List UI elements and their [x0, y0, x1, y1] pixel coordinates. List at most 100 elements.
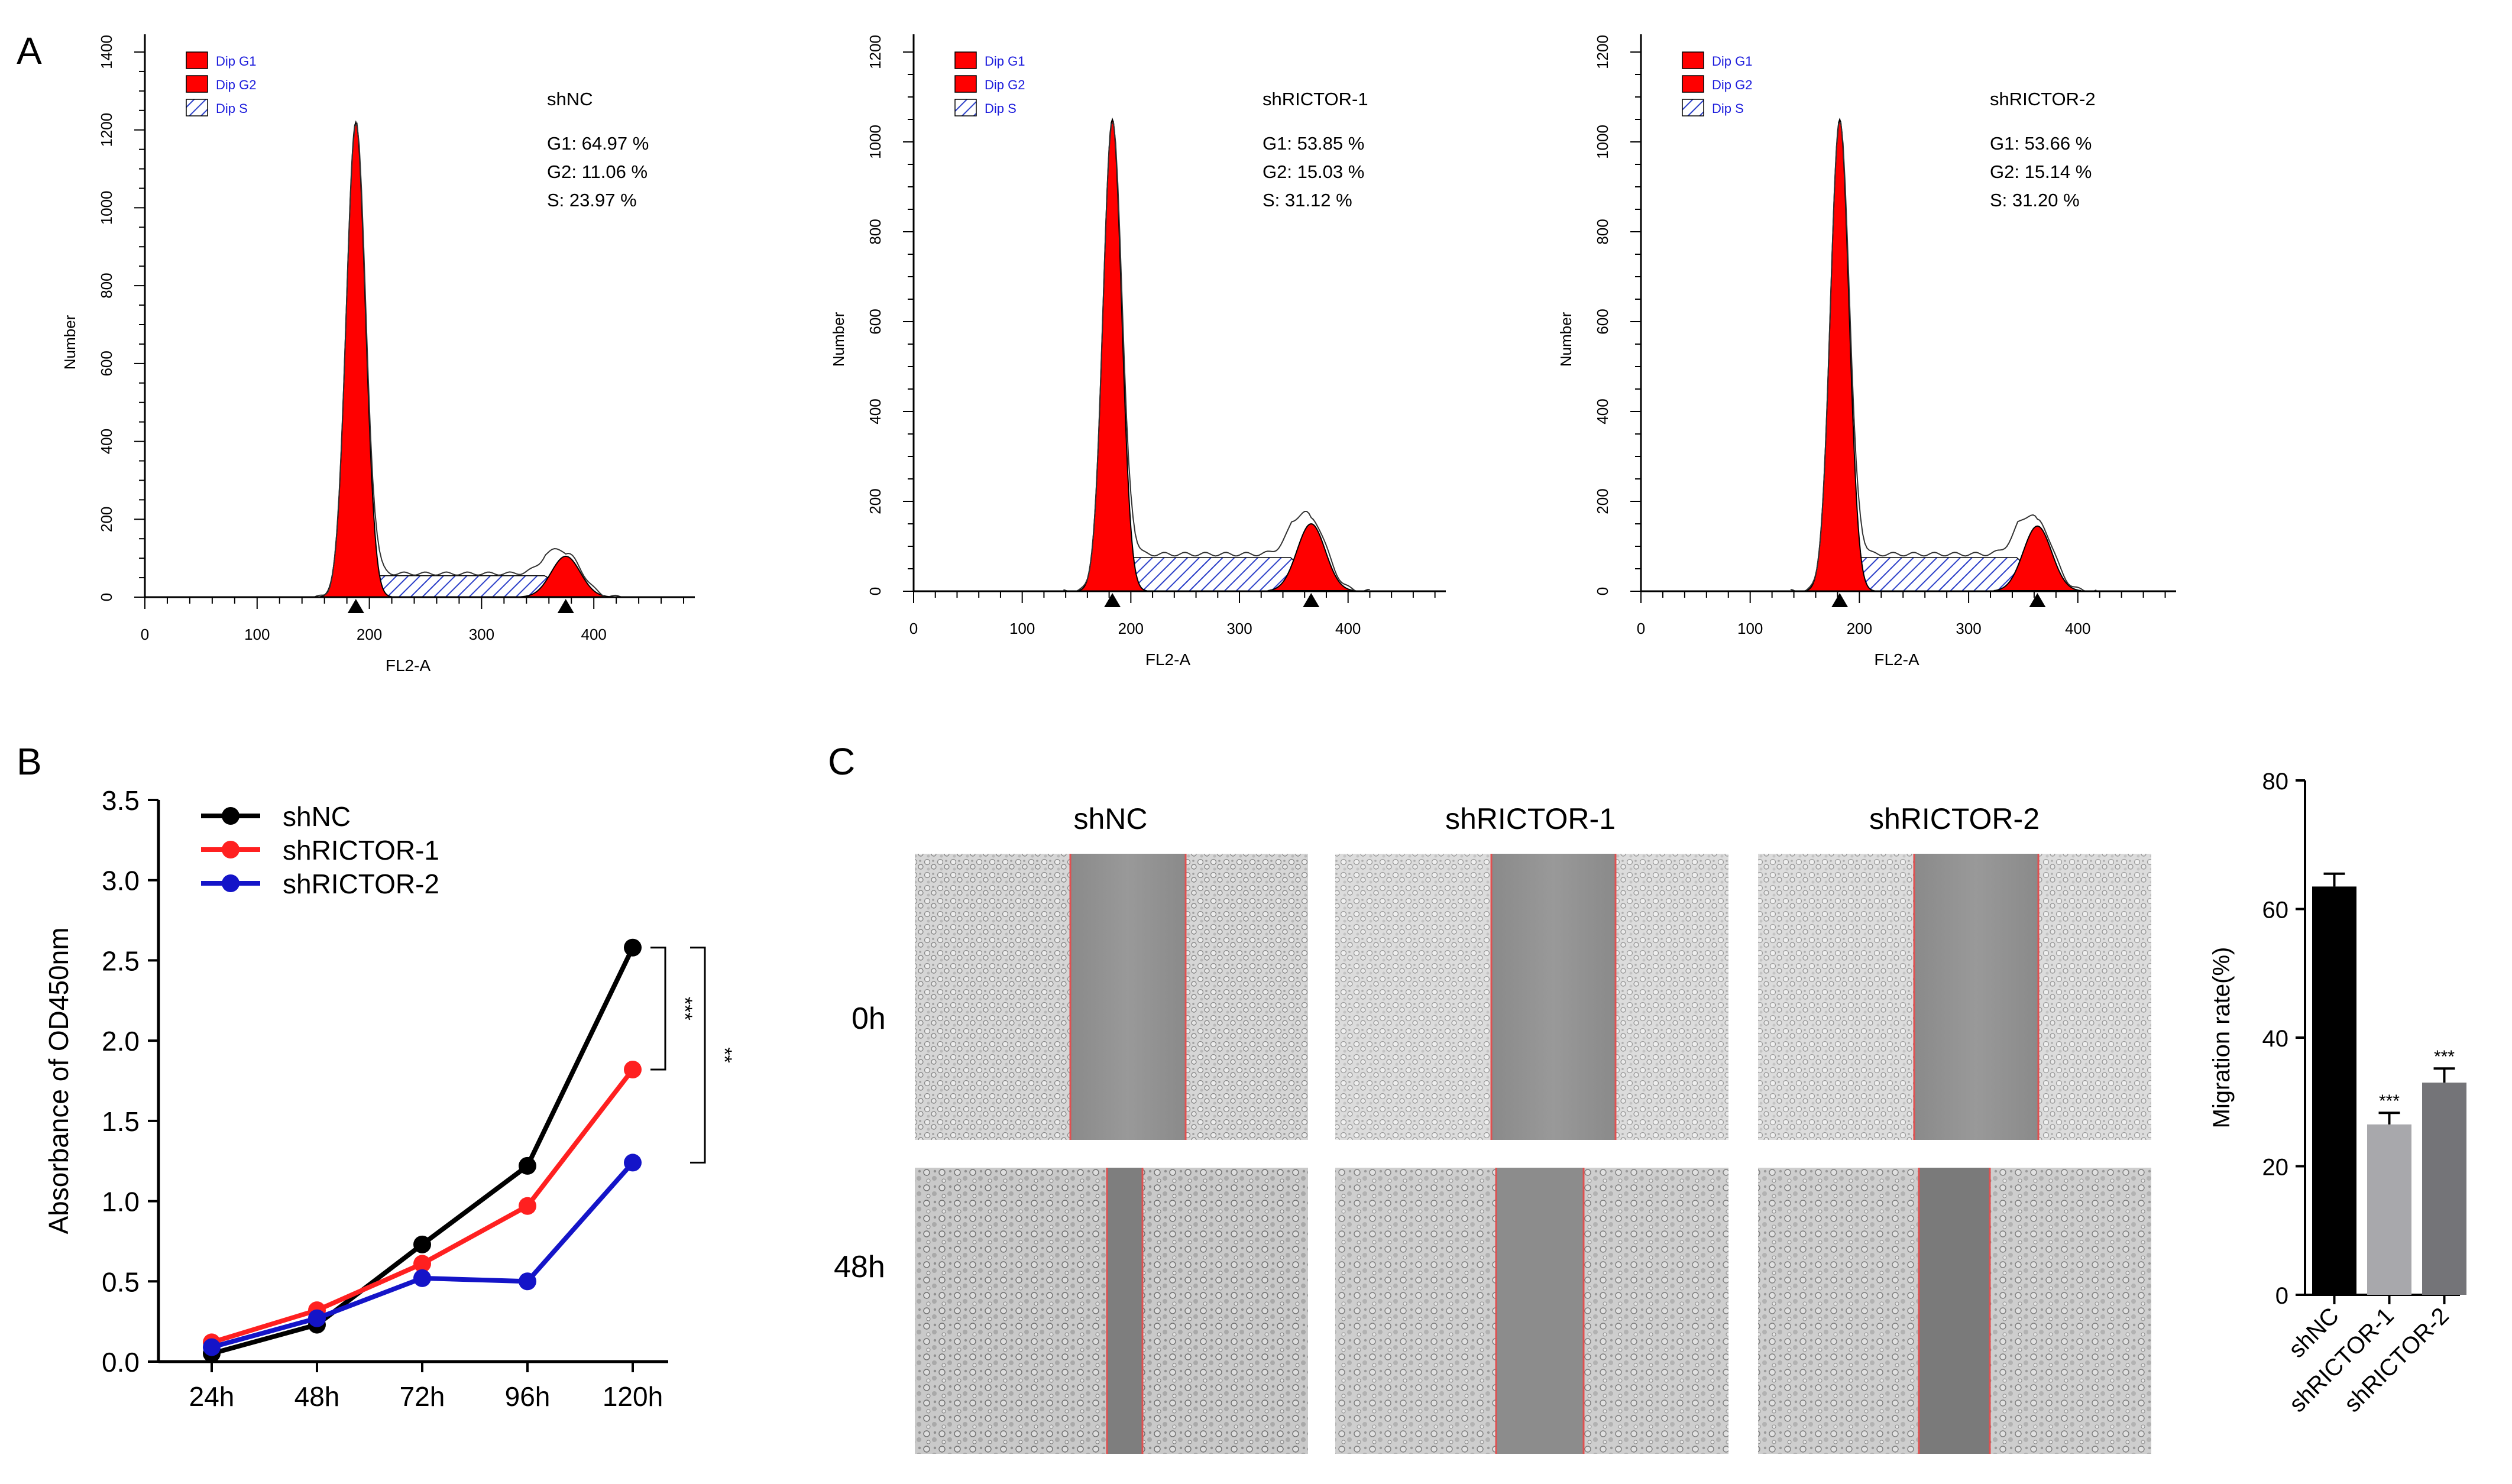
- legend-label: shNC: [283, 801, 351, 832]
- legend-label: Dip G2: [985, 77, 1025, 92]
- raw-histogram-trace: [1790, 121, 2097, 592]
- data-point: [308, 1309, 326, 1327]
- x-tick-label: 400: [581, 626, 606, 643]
- y-tick-label: 0.0: [102, 1347, 140, 1378]
- y-tick-label: 0.5: [102, 1266, 140, 1297]
- y-tick-label: 80: [2262, 769, 2289, 795]
- legend-swatch: [186, 75, 208, 93]
- significance-label: **: [713, 1047, 736, 1062]
- x-tick-label: 24h: [189, 1381, 235, 1412]
- y-tick-label: 600: [1594, 309, 1611, 334]
- bar-shRICTOR-1: [2367, 1124, 2411, 1295]
- x-tick-label: 0: [1637, 620, 1645, 637]
- cell-cycle-stat: S: 31.12 %: [1263, 190, 1352, 210]
- bar-shNC: [2312, 886, 2356, 1295]
- x-tick-label: 120h: [603, 1381, 663, 1412]
- legend-swatch: [1682, 99, 1704, 116]
- wound-row-label: 0h: [852, 1002, 886, 1036]
- x-tick-label: 300: [469, 626, 494, 643]
- legend-label: Dip S: [216, 101, 248, 116]
- y-tick-label: 600: [866, 309, 884, 334]
- histogram-title: shRICTOR-1: [1263, 89, 1368, 109]
- legend-marker: [222, 874, 239, 892]
- x-tick-label: 100: [244, 626, 270, 643]
- legend-label: Dip G1: [216, 54, 256, 69]
- y-tick-label: 1200: [866, 35, 884, 69]
- wound-image-shNC-48h: [915, 1168, 1308, 1454]
- x-axis-label: FL2-A: [1145, 650, 1191, 669]
- histogram-shNC: 0 100 200 300 400 0 200 400 600 800 1000 1200 1400 FL…: [61, 34, 695, 675]
- y-tick-label: 0: [1594, 587, 1611, 595]
- y-tick-label: 800: [98, 273, 115, 298]
- data-point: [624, 1061, 642, 1078]
- histogram-title: shRICTOR-2: [1990, 89, 2096, 109]
- data-point: [519, 1272, 536, 1291]
- g1-peak: [1069, 117, 1156, 592]
- y-tick-label: 1000: [866, 125, 884, 159]
- legend-label: Dip G2: [1712, 77, 1752, 92]
- legend-label: shRICTOR-1: [283, 835, 439, 866]
- peak-marker: [1831, 593, 1849, 607]
- series-line-shRICTOR-1: [211, 1068, 635, 1345]
- wound-image-shRICTOR-1-48h: [1335, 1168, 1728, 1454]
- cell-cycle-stat: S: 23.97 %: [547, 190, 637, 210]
- y-tick-label: 1000: [1594, 125, 1611, 159]
- y-tick-label: 400: [866, 398, 884, 424]
- legend-swatch: [1682, 51, 1704, 69]
- panel-label-a: A: [17, 30, 42, 72]
- legend-label: Dip S: [1712, 101, 1744, 116]
- peak-marker: [1104, 593, 1121, 607]
- wound-image-shNC-0h: [915, 854, 1308, 1140]
- x-tick-label: 200: [1118, 620, 1144, 637]
- wound-col-header: shNC: [1073, 802, 1147, 835]
- y-tick-label: 200: [98, 507, 115, 532]
- data-point: [413, 1269, 431, 1287]
- data-point: [624, 938, 642, 957]
- legend-marker: [222, 841, 239, 858]
- data-point: [413, 1235, 431, 1253]
- histogram-shRICTOR-1: 0 100 200 300 400 0 200 400 600 800 1000 1200 FL2-A N…: [830, 34, 1446, 669]
- s-phase-area: [1111, 557, 1312, 592]
- x-tick-label: 96h: [505, 1381, 551, 1412]
- panel-label-b: B: [17, 740, 42, 783]
- wound-healing-assay: shNC shRICTOR-1 shRICTOR-2 0h 48h: [834, 802, 2151, 1454]
- peak-marker: [2029, 593, 2046, 607]
- significance-bracket: [650, 947, 666, 1071]
- y-tick-label: 200: [1594, 488, 1611, 514]
- wound-image-shRICTOR-2-48h: [1758, 1168, 2151, 1454]
- y-tick-label: 0: [2275, 1283, 2288, 1309]
- data-point: [413, 1255, 431, 1273]
- x-tick-label: 0: [909, 620, 918, 637]
- g2-peak: [520, 555, 611, 598]
- g1-peak: [310, 120, 401, 598]
- y-axis-label: Number: [1557, 312, 1575, 367]
- panel-label-c: C: [828, 740, 855, 783]
- y-tick-label: 40: [2262, 1026, 2289, 1052]
- g1-peak: [1796, 117, 1884, 592]
- y-tick-label: 1000: [98, 191, 115, 225]
- cell-cycle-stat: G2: 15.14 %: [1990, 161, 2092, 182]
- s-phase-area: [355, 575, 567, 598]
- cell-cycle-stat: G2: 11.06 %: [547, 161, 648, 182]
- cell-cycle-stat: S: 31.20 %: [1990, 190, 2080, 210]
- legend-marker: [222, 807, 239, 825]
- peak-marker: [347, 599, 364, 613]
- y-tick-label: 1400: [98, 35, 115, 69]
- wound-image-shRICTOR-1-0h: [1335, 854, 1728, 1140]
- cell-cycle-stat: G1: 53.85 %: [1263, 133, 1364, 154]
- legend-label: Dip S: [985, 101, 1017, 116]
- legend-swatch: [1682, 75, 1704, 93]
- x-tick-label: 200: [1847, 620, 1872, 637]
- data-point: [519, 1197, 536, 1215]
- y-tick-label: 3.5: [102, 785, 140, 816]
- wound-image-shRICTOR-2-0h: [1758, 854, 2151, 1140]
- y-tick-label: 60: [2262, 897, 2289, 924]
- y-axis-label: Migration rate(%): [2209, 947, 2235, 1129]
- y-tick-label: 800: [1594, 219, 1611, 244]
- cell-cycle-stat: G2: 15.03 %: [1263, 161, 1364, 182]
- od450-line-chart: 0.0 0.5 1.0 1.5 2.0 2.5 3.0 3.5 24h 48h 72h 96h 120h…: [43, 785, 736, 1412]
- y-tick-label: 200: [866, 488, 884, 514]
- peak-marker: [557, 599, 574, 613]
- y-tick-label: 0: [98, 593, 115, 601]
